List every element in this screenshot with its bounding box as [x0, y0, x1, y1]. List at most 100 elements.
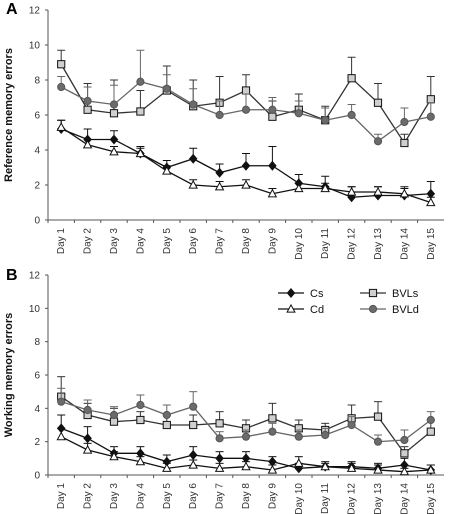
- data-point: [109, 451, 119, 461]
- legend-label: Cs: [310, 288, 324, 300]
- series-bvld: [57, 387, 435, 446]
- legend-label: BVLs: [392, 288, 419, 300]
- y-tick-label: 6: [34, 371, 40, 382]
- data-point: [347, 192, 356, 203]
- data-point: [268, 414, 277, 423]
- data-point: [426, 197, 436, 207]
- data-point: [400, 117, 409, 127]
- x-tick-label: Day 3: [109, 228, 120, 255]
- y-tick-label: 12: [29, 271, 41, 282]
- y-axis-title: Reference memory errors: [3, 48, 15, 182]
- data-point: [162, 84, 171, 93]
- data-point: [109, 134, 119, 145]
- y-tick-label: 0: [34, 216, 40, 227]
- data-point: [188, 179, 198, 189]
- x-tick-label: Day 13: [373, 228, 384, 260]
- data-point: [136, 107, 145, 116]
- x-tick-label: Day 11: [320, 483, 331, 514]
- x-tick-label: Day 9: [267, 483, 278, 510]
- panel-letter: A: [6, 1, 18, 18]
- legend: Cs Cd BVLs BVLd: [278, 288, 419, 316]
- data-point: [321, 116, 330, 125]
- data-point: [109, 146, 119, 156]
- data-point: [373, 437, 383, 446]
- data-point: [136, 415, 145, 425]
- data-point: [320, 461, 330, 471]
- x-tick-label: Day 2: [83, 483, 94, 510]
- data-point: [347, 74, 356, 83]
- data-point: [373, 98, 383, 107]
- x-tick-label: Day 13: [373, 483, 384, 514]
- y-tick-label: 10: [29, 41, 41, 52]
- data-point: [83, 405, 92, 415]
- x-tick-label: Day 15: [426, 483, 437, 514]
- data-point: [215, 110, 224, 120]
- legend-marker: [286, 303, 296, 313]
- x-tick-label: Day 5: [162, 228, 173, 255]
- data-point: [373, 412, 383, 421]
- y-axis-title: Working memory errors: [3, 313, 15, 438]
- data-point: [294, 432, 303, 441]
- data-point: [373, 464, 383, 474]
- data-point: [268, 427, 277, 436]
- data-point: [136, 77, 145, 86]
- data-point: [188, 153, 198, 164]
- legend-marker: [368, 288, 378, 298]
- data-point: [399, 466, 410, 476]
- data-point: [426, 112, 435, 121]
- data-point: [83, 96, 92, 106]
- data-point: [241, 432, 251, 441]
- y-tick-label: 2: [34, 181, 40, 192]
- series-cd: [56, 427, 436, 476]
- data-point: [400, 449, 409, 458]
- data-point: [136, 400, 145, 410]
- data-point: [321, 430, 330, 440]
- x-tick-label: Day 10: [294, 228, 305, 260]
- x-tick-label: Day 8: [241, 228, 252, 255]
- data-point: [241, 179, 251, 189]
- data-point: [241, 461, 251, 471]
- data-point: [215, 419, 224, 428]
- data-point: [188, 459, 198, 469]
- data-point: [267, 464, 278, 474]
- data-point: [268, 112, 277, 121]
- x-tick-label: Day 12: [347, 483, 358, 514]
- data-point: [57, 60, 66, 69]
- x-tick-label: Day 14: [399, 228, 410, 260]
- data-point: [83, 105, 92, 114]
- reference-memory-chart: A 0 2 4 6 8 10 12 Day 1 Day 2 Day 3 Day 4 Day 5 Day 6…: [3, 1, 444, 260]
- data-point: [400, 138, 409, 148]
- data-point: [426, 188, 436, 199]
- data-point: [109, 417, 119, 426]
- series-bvld: [57, 49, 435, 146]
- x-tick-label: Day 6: [188, 228, 199, 255]
- x-tick-label: Day 5: [162, 483, 173, 510]
- data-point: [399, 188, 410, 198]
- data-point: [189, 100, 198, 109]
- y-tick-label: 0: [34, 471, 40, 482]
- data-point: [83, 433, 92, 444]
- data-point: [320, 183, 330, 193]
- data-point: [215, 434, 224, 443]
- x-tick-label: Day 4: [135, 483, 146, 510]
- data-point: [162, 420, 171, 430]
- data-point: [56, 122, 66, 131]
- data-point: [241, 105, 251, 114]
- data-point: [426, 464, 436, 474]
- y-tick-label: 8: [34, 76, 40, 87]
- x-tick-label: Day 7: [215, 228, 226, 255]
- y-tick-label: 6: [34, 111, 40, 122]
- data-point: [189, 420, 198, 430]
- legend-label: BVLd: [392, 304, 419, 316]
- legend-marker: [286, 288, 296, 298]
- data-point: [373, 186, 383, 196]
- data-point: [241, 160, 251, 171]
- data-point: [347, 110, 356, 120]
- legend-label: Cd: [310, 304, 324, 316]
- x-tick-label: Day 2: [83, 228, 94, 255]
- x-tick-label: Day 1: [56, 483, 67, 510]
- data-point: [162, 165, 172, 175]
- data-point: [373, 137, 383, 146]
- data-point: [346, 463, 357, 472]
